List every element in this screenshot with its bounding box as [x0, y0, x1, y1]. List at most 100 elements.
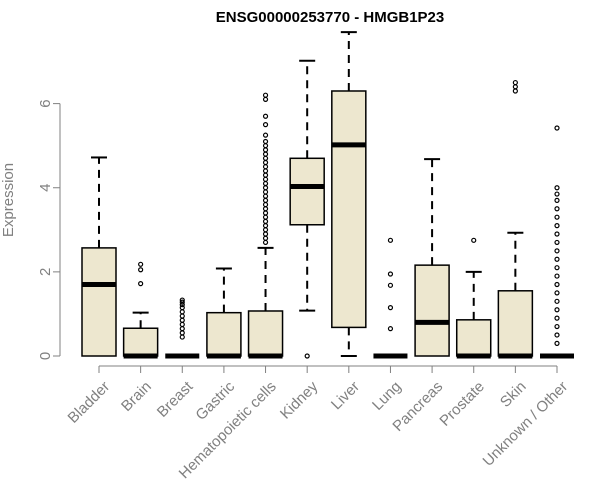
box-pancreas: [414, 158, 450, 357]
outlier-point: [262, 168, 269, 174]
outlier-point: [554, 256, 560, 262]
outlier-point: [179, 305, 185, 311]
outlier-point: [262, 138, 269, 145]
outlier-point: [554, 223, 560, 229]
iqr-box: [81, 247, 117, 357]
box-hematopoietic-cells: [247, 92, 284, 359]
outlier-point: [179, 317, 185, 323]
outlier-point: [262, 176, 269, 182]
outlier-point: [179, 309, 185, 315]
outlier-point: [262, 201, 269, 208]
box-liver: [331, 31, 367, 357]
outlier-point: [138, 267, 144, 273]
iqr-box: [289, 157, 325, 226]
box-prostate: [455, 237, 492, 359]
outlier-point: [554, 340, 560, 346]
outlier-point: [262, 143, 269, 149]
outlier-point: [512, 84, 518, 90]
box-bladder: [81, 156, 117, 357]
iqr-box: [331, 90, 367, 329]
outlier-point: [262, 206, 269, 212]
outlier-point: [512, 88, 518, 94]
outlier-point: [554, 214, 560, 220]
outlier-point: [554, 197, 560, 203]
iqr-box: [247, 310, 284, 357]
outlier-point: [179, 297, 185, 303]
box-lung: [373, 237, 408, 359]
x-tick-label: Liver: [328, 378, 363, 413]
iqr-box: [206, 311, 242, 357]
x-tick-label: Breast: [154, 378, 197, 421]
outlier-point: [387, 271, 394, 277]
outlier-point: [554, 281, 560, 288]
outlier-point: [554, 191, 560, 197]
outlier-point: [554, 307, 560, 313]
iqr-box: [414, 264, 450, 357]
x-tick-label: Bladder: [65, 378, 114, 427]
outlier-point: [554, 231, 560, 237]
outlier-point: [262, 122, 269, 128]
chart-title: ENSG00000253770 - HMGB1P23: [216, 9, 444, 26]
outlier-point: [262, 193, 269, 199]
box-kidney: [289, 59, 325, 359]
outlier-point: [554, 290, 560, 296]
outlier-point: [262, 185, 269, 191]
outlier-point: [262, 164, 269, 170]
outlier-point: [262, 223, 269, 229]
y-tick-label: 6: [37, 99, 54, 107]
outlier-point: [262, 96, 269, 103]
outlier-point: [262, 113, 269, 119]
outlier-point: [262, 172, 269, 178]
box-gastric: [206, 267, 242, 359]
outlier-point: [262, 227, 269, 233]
outlier-point: [387, 282, 394, 288]
outlier-point: [262, 231, 269, 237]
outlier-point: [554, 125, 560, 131]
outlier-point: [262, 239, 269, 246]
outlier-point: [138, 261, 144, 267]
outlier-point: [262, 210, 269, 216]
x-tick-label: Brain: [118, 378, 155, 415]
outlier-point: [262, 214, 269, 220]
outlier-point: [554, 265, 560, 271]
outlier-point: [179, 313, 185, 319]
outlier-point: [554, 332, 560, 338]
outlier-point: [387, 305, 394, 311]
x-tick-label: Prostate: [436, 378, 488, 430]
outlier-point: [554, 206, 560, 212]
outlier-point: [262, 132, 269, 138]
iqr-box: [122, 327, 159, 357]
outlier-point: [554, 248, 560, 254]
box-brain: [122, 261, 159, 359]
outlier-point: [304, 353, 310, 359]
outlier-point: [554, 298, 560, 304]
outlier-point: [262, 159, 269, 166]
outlier-point: [262, 155, 269, 161]
outlier-point: [262, 218, 269, 224]
iqr-box: [497, 290, 534, 357]
outlier-point: [387, 237, 394, 243]
outlier-point: [554, 315, 560, 321]
outlier-point: [554, 273, 560, 279]
box-breast: [165, 297, 200, 359]
outlier-point: [179, 334, 185, 340]
y-tick-label: 0: [37, 352, 54, 360]
y-tick-label: 4: [37, 184, 54, 192]
box-unknown-other: [540, 125, 574, 359]
outlier-point: [554, 185, 560, 191]
y-tick-label: 2: [37, 268, 54, 276]
outlier-point: [179, 326, 185, 332]
y-axis-label: Expression: [0, 163, 17, 237]
outlier-point: [554, 239, 560, 246]
boxes-group: [81, 31, 574, 359]
outlier-point: [179, 299, 185, 305]
outlier-point: [262, 147, 269, 153]
outlier-point: [262, 235, 269, 241]
outlier-point: [512, 79, 518, 86]
x-tick-label: Skin: [497, 378, 530, 411]
iqr-box: [455, 319, 492, 357]
outlier-point: [179, 330, 185, 336]
outlier-point: [262, 151, 269, 157]
